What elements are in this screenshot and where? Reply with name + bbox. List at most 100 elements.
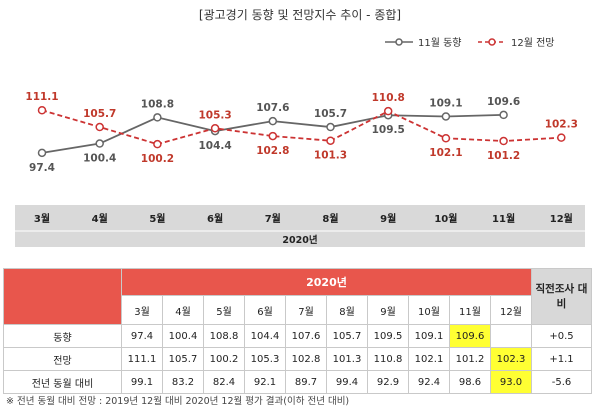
x-tick-label: 9월 — [380, 213, 396, 225]
table-cell: 105.3 — [244, 347, 286, 371]
data-point — [441, 133, 451, 143]
legend-marker — [395, 38, 403, 46]
table-cell: 108.8 — [203, 324, 245, 348]
data-label: 104.4 — [198, 140, 231, 152]
table-cell: 109.5 — [367, 324, 409, 348]
data-point — [95, 122, 104, 132]
footnote: ※ 전년 동월 대비 전망 : 2019년 12월 대비 2020년 12월 평… — [6, 396, 350, 407]
table-cell: 107.6 — [285, 324, 327, 348]
table-cell: 109.1 — [408, 324, 450, 348]
x-group-label: 2020년 — [282, 234, 317, 246]
data-label: 100.4 — [83, 153, 116, 165]
table-month-header: 9월 — [367, 295, 409, 325]
x-tick-label: 7월 — [265, 213, 281, 225]
table-diff-header: 직전조사 대비 — [531, 268, 592, 325]
x-tick-label: 10월 — [434, 213, 457, 225]
line-chart: 11월 동향 12월 전망 3월 4월 5월 6월 7월 8월 9월 10월 11월 12월 2020년… — [15, 37, 585, 247]
table-diff-cell: -5.6 — [531, 370, 592, 394]
data-label: 105.3 — [198, 109, 231, 121]
data-point — [383, 106, 393, 116]
data-label: 111.1 — [25, 91, 58, 103]
table-cell: 83.2 — [162, 370, 204, 394]
table-row-label: 동향 — [3, 324, 122, 348]
table-cell: 98.6 — [449, 370, 491, 394]
data-label: 108.8 — [141, 98, 174, 110]
data-table: 2020년 직전조사 대비 3월 4월 5월 6월 7월 8월 9월 10월 11월 12월 동향 97.… — [3, 268, 592, 394]
table-cell: 82.4 — [203, 370, 245, 394]
data-point — [37, 105, 47, 115]
table-month-header: 4월 — [162, 295, 204, 325]
table-cell — [490, 324, 532, 348]
data-label: 109.5 — [372, 124, 405, 136]
data-point — [499, 110, 508, 120]
table-cell: 105.7 — [162, 347, 204, 371]
table-cell: 97.4 — [121, 324, 163, 348]
table-cell: 99.1 — [121, 370, 163, 394]
data-label: 100.2 — [141, 153, 174, 165]
data-point — [268, 116, 278, 126]
table-row-label: 전년 동월 대비 — [3, 370, 122, 394]
data-label: 97.4 — [29, 162, 55, 174]
data-point — [153, 139, 162, 149]
data-point — [37, 148, 47, 158]
data-point — [326, 122, 335, 132]
table-month-header: 5월 — [203, 295, 245, 325]
data-point — [210, 124, 220, 133]
data-label: 105.7 — [83, 108, 116, 120]
category-band — [15, 205, 585, 231]
data-point — [95, 139, 104, 148]
table-cell: 93.0 — [490, 370, 532, 394]
x-tick-label: 5월 — [149, 213, 165, 225]
data-point — [499, 136, 508, 146]
data-point — [326, 136, 335, 145]
x-tick-label: 12월 — [550, 213, 573, 225]
data-label: 107.6 — [256, 102, 289, 114]
table-cell: 105.7 — [326, 324, 368, 348]
table-cell: 101.2 — [449, 347, 491, 371]
table-cell: 100.2 — [203, 347, 245, 371]
table-cell: 110.8 — [367, 347, 409, 371]
table-month-header: 10월 — [408, 295, 450, 325]
legend-marker — [488, 38, 496, 46]
data-point — [557, 133, 566, 142]
data-label: 109.6 — [487, 96, 520, 108]
table-cell: 111.1 — [121, 347, 163, 371]
table-month-header: 3월 — [121, 295, 163, 325]
table-cell: 99.4 — [326, 370, 368, 394]
data-label: 101.3 — [314, 150, 347, 162]
table-row-label: 전망 — [3, 347, 122, 371]
table-cell: 109.6 — [449, 324, 491, 348]
data-point — [153, 113, 162, 122]
x-tick-label: 11월 — [492, 213, 515, 225]
table-cell: 89.7 — [285, 370, 327, 394]
table-corner — [3, 268, 122, 325]
table-cell: 92.9 — [367, 370, 409, 394]
table-month-header: 7월 — [285, 295, 327, 325]
table-month-header: 8월 — [326, 295, 368, 325]
data-label: 105.7 — [314, 108, 347, 120]
table-month-header: 11월 — [449, 295, 491, 325]
table-year-header: 2020년 — [121, 268, 532, 296]
table-month-header: 12월 — [490, 295, 532, 325]
table-cell: 102.1 — [408, 347, 450, 371]
year-band — [15, 231, 585, 247]
data-label: 102.3 — [545, 119, 578, 131]
legend-label: 11월 동향 — [418, 37, 462, 49]
x-tick-label: 8월 — [322, 213, 338, 225]
data-point — [441, 112, 451, 121]
data-label: 110.8 — [372, 92, 405, 104]
data-point — [268, 131, 278, 141]
legend-label: 12월 전망 — [511, 37, 555, 49]
table-cell: 102.8 — [285, 347, 327, 371]
series-line — [41, 109, 562, 146]
x-tick-label: 6월 — [207, 213, 223, 225]
table-cell: 100.4 — [162, 324, 204, 348]
table-cell: 101.3 — [326, 347, 368, 371]
data-label: 102.1 — [429, 147, 462, 159]
x-tick-label: 3월 — [34, 213, 50, 225]
table-cell: 92.4 — [408, 370, 450, 394]
table-cell: 92.1 — [244, 370, 286, 394]
table-cell: 104.4 — [244, 324, 286, 348]
x-tick-label: 4월 — [92, 213, 108, 225]
chart-title: [광고경기 동향 및 전망지수 추이 - 종합] — [198, 8, 402, 22]
